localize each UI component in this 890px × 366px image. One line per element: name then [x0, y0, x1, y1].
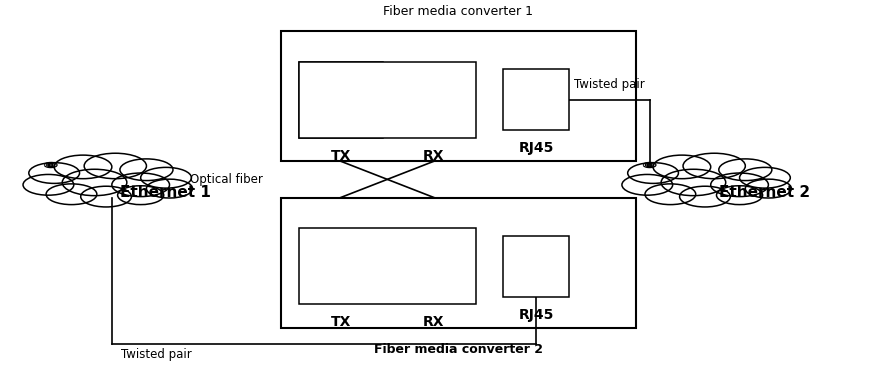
Circle shape — [62, 169, 127, 196]
Circle shape — [745, 179, 791, 198]
Circle shape — [661, 169, 725, 196]
Circle shape — [120, 159, 173, 180]
Circle shape — [653, 155, 711, 179]
Circle shape — [46, 184, 97, 205]
Circle shape — [719, 159, 772, 180]
Circle shape — [117, 186, 164, 205]
Circle shape — [147, 179, 192, 198]
Text: RX: RX — [423, 149, 445, 163]
Bar — [503, 69, 570, 130]
Circle shape — [716, 186, 763, 205]
Text: Twisted pair: Twisted pair — [574, 78, 644, 90]
Bar — [281, 31, 635, 161]
Text: Ethernet 1: Ethernet 1 — [120, 184, 211, 199]
Circle shape — [680, 186, 731, 207]
Bar — [299, 61, 383, 138]
Text: Optical fiber: Optical fiber — [190, 173, 263, 186]
Text: RX: RX — [423, 315, 445, 329]
Circle shape — [81, 186, 132, 207]
Bar — [299, 61, 476, 138]
Circle shape — [683, 153, 745, 179]
Bar — [503, 236, 570, 297]
Circle shape — [54, 155, 112, 179]
Circle shape — [627, 163, 678, 183]
Text: RJ45: RJ45 — [518, 308, 554, 322]
Bar — [281, 198, 635, 328]
Text: Twisted pair: Twisted pair — [121, 348, 192, 361]
Text: TX: TX — [330, 315, 351, 329]
Circle shape — [711, 173, 768, 197]
Text: Ethernet 2: Ethernet 2 — [719, 184, 810, 199]
Circle shape — [112, 173, 169, 197]
Circle shape — [141, 167, 191, 188]
Circle shape — [645, 184, 696, 205]
Circle shape — [28, 163, 79, 183]
Text: Fiber media converter 2: Fiber media converter 2 — [374, 343, 543, 355]
Text: TX: TX — [330, 149, 351, 163]
Text: Fiber media converter 1: Fiber media converter 1 — [384, 5, 533, 18]
Bar — [299, 228, 476, 305]
Text: RJ45: RJ45 — [518, 141, 554, 155]
Circle shape — [622, 175, 673, 195]
Circle shape — [23, 175, 74, 195]
Circle shape — [740, 167, 790, 188]
Circle shape — [85, 153, 147, 179]
